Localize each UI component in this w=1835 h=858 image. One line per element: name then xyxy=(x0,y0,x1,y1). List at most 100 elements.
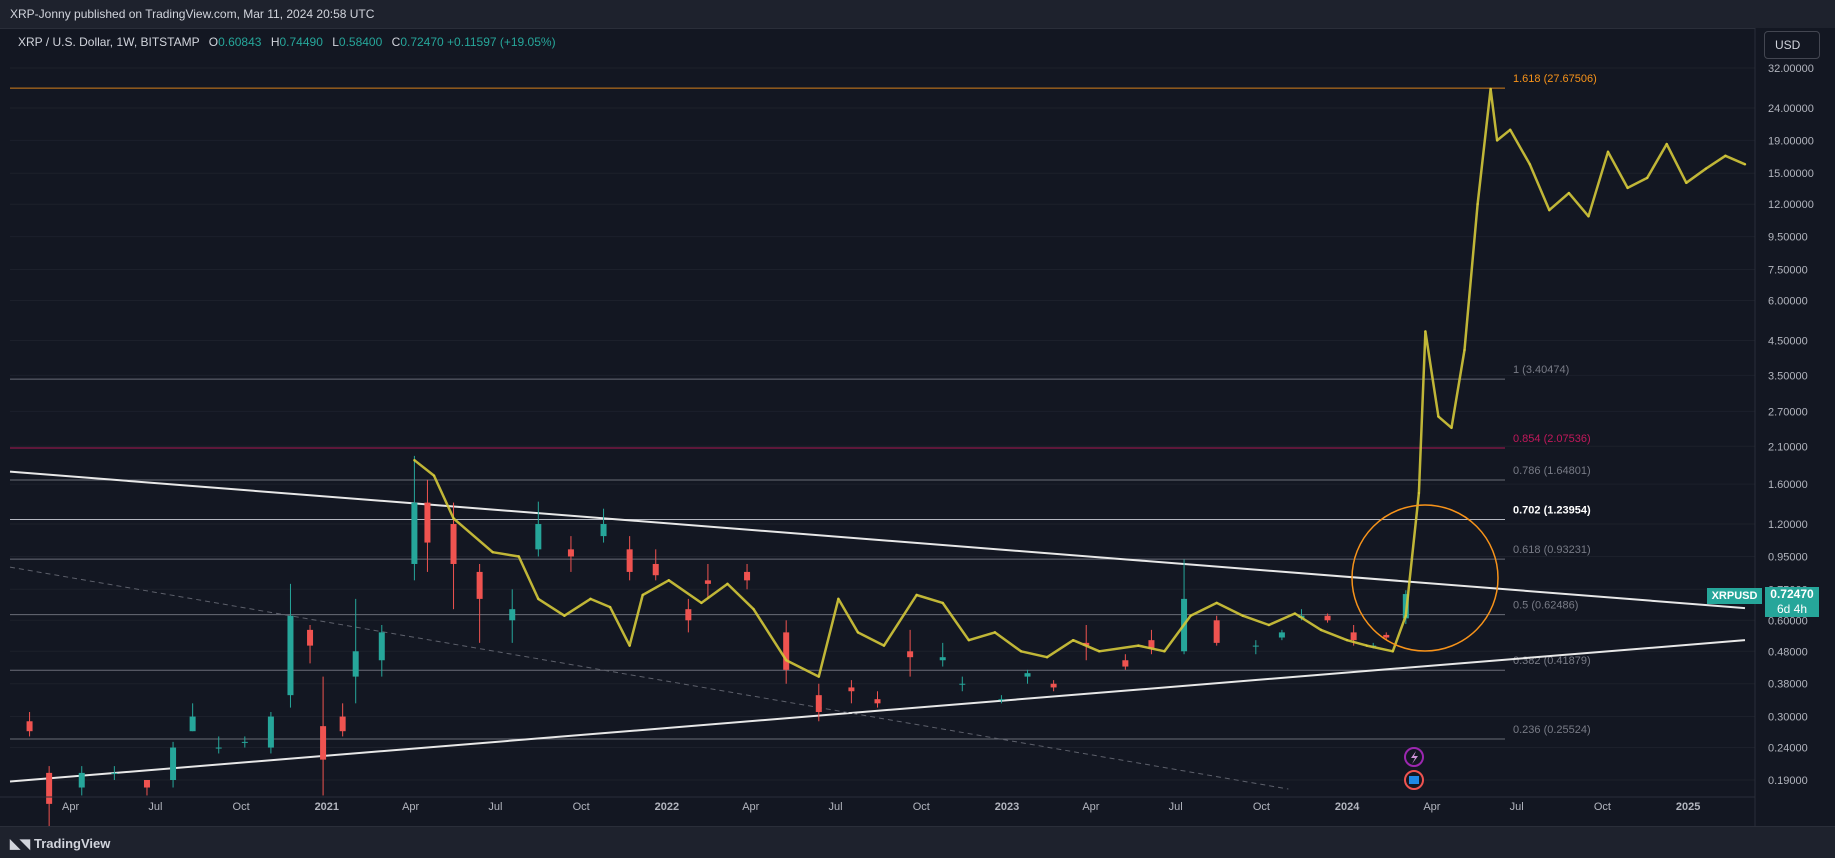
price-tick-label: 15.00000 xyxy=(1768,168,1814,180)
price-axis[interactable]: 32.00000 24.00000 19.00000 15.00000 12.00000… xyxy=(1754,28,1835,826)
last-price-symbol: XRPUSD xyxy=(1707,588,1762,604)
projection-point xyxy=(837,597,840,601)
time-tick-label: Oct xyxy=(1253,801,1270,813)
projection-point xyxy=(752,607,755,611)
price-tick-label: 2.70000 xyxy=(1768,406,1808,418)
close-label: C xyxy=(391,35,401,49)
candle-body xyxy=(1252,645,1259,647)
currency-button[interactable]: USD xyxy=(1764,31,1820,59)
candle-body xyxy=(1024,673,1031,677)
candle-body xyxy=(78,772,85,788)
projection-point xyxy=(452,517,455,520)
projection-point xyxy=(1587,215,1590,218)
time-tick-label: 2022 xyxy=(655,801,679,813)
projection-point xyxy=(1019,650,1023,653)
bar-countdown: 6d 4h xyxy=(1776,602,1808,616)
candle-body xyxy=(652,563,659,576)
projection-point xyxy=(1548,208,1551,212)
candles xyxy=(26,455,1409,856)
fib-levels: 1.618 (27.67506) 1 (3.40474) 0.854 (2.0753… xyxy=(10,73,1597,740)
price-tick-label: 32.00000 xyxy=(1768,63,1814,75)
time-axis[interactable]: Apr Jul Oct 2021 Apr Jul Oct 2022 Apr Jul Oct 2023 A… xyxy=(0,796,1755,813)
flag-glyph xyxy=(1409,776,1419,784)
candle-body xyxy=(1383,634,1390,638)
candle-body xyxy=(189,716,196,732)
time-tick-label: Jul xyxy=(1510,801,1524,813)
candle-body xyxy=(143,780,150,788)
trendline-lower xyxy=(9,639,1746,783)
candle-body xyxy=(111,772,118,774)
candle-body xyxy=(170,747,177,780)
candle-body xyxy=(704,580,711,584)
fib-label: 0.236 (0.25524) xyxy=(1513,724,1591,736)
projection-point xyxy=(563,614,566,617)
projection-point xyxy=(817,675,820,678)
projection-point xyxy=(1404,614,1408,617)
projection-point xyxy=(641,593,644,597)
projection-point xyxy=(517,555,520,558)
time-tick-label: Jul xyxy=(148,801,162,813)
candle-body xyxy=(626,549,633,572)
price-tick-label: 7.50000 xyxy=(1768,265,1808,277)
candle-body xyxy=(339,716,346,732)
projection-point xyxy=(1189,614,1192,617)
projection-line xyxy=(413,87,1746,678)
projection-point xyxy=(628,644,631,647)
projection-point xyxy=(1665,142,1668,146)
price-tick-label: 9.50000 xyxy=(1768,232,1808,244)
symbol-legend: XRP / U.S. Dollar, 1W, BITSTAMP O0.60843… xyxy=(18,35,556,49)
time-tick-label: Apr xyxy=(1423,801,1440,813)
candle-body xyxy=(509,609,516,621)
projection-point xyxy=(915,593,918,597)
projection-point xyxy=(1437,415,1440,418)
projection-point xyxy=(1606,150,1610,154)
tradingview-logo[interactable]: ◣◥ TradingView xyxy=(10,836,110,852)
projection-point xyxy=(1567,191,1571,195)
candle-body xyxy=(1213,620,1220,643)
fib-label: 1 (3.40474) xyxy=(1513,364,1569,376)
candle-body xyxy=(1083,642,1090,646)
candle-body xyxy=(241,741,248,743)
time-tick-label: 2024 xyxy=(1335,801,1360,813)
time-tick-label: Jul xyxy=(488,801,502,813)
candle-body xyxy=(411,502,418,564)
fib-label: 0.854 (2.07536) xyxy=(1513,433,1591,445)
price-tick-label: 6.00000 xyxy=(1768,295,1808,307)
projection-point xyxy=(1508,128,1512,132)
projection-point xyxy=(1528,163,1531,166)
symbol-title: XRP / U.S. Dollar, 1W, BITSTAMP xyxy=(18,35,200,49)
projection-point xyxy=(1365,644,1368,647)
trendline-dashed xyxy=(9,566,1289,790)
projection-point xyxy=(1417,491,1421,495)
trendlines[interactable] xyxy=(9,470,1746,790)
projection-point xyxy=(1319,628,1323,632)
low-value: 0.58400 xyxy=(338,35,383,49)
projection-point xyxy=(413,459,416,462)
projection-point xyxy=(1215,601,1218,605)
candle-body xyxy=(600,524,607,537)
time-tick-label: Jul xyxy=(1169,801,1183,813)
projection-point xyxy=(1645,176,1649,180)
projection-point xyxy=(1626,186,1629,190)
time-tick-label: 2025 xyxy=(1676,801,1700,813)
price-tick-label: 1.60000 xyxy=(1768,479,1808,491)
projection-point xyxy=(1424,330,1427,333)
candle-body xyxy=(1050,683,1057,688)
candle-body xyxy=(476,571,483,599)
candle-body xyxy=(907,651,914,658)
projection-point xyxy=(1241,614,1244,617)
projection-point xyxy=(1098,650,1101,653)
candle-body xyxy=(215,747,222,749)
bottom-bar: ◣◥ TradingView xyxy=(0,826,1835,858)
candle-body xyxy=(424,502,431,543)
projection-point xyxy=(700,601,703,605)
projection-point xyxy=(432,474,436,477)
event-markers[interactable] xyxy=(1404,747,1424,790)
candle-body xyxy=(535,524,542,550)
projection-point xyxy=(856,631,860,634)
projection-point xyxy=(1463,348,1466,352)
lightning-glyph xyxy=(1411,751,1418,764)
projection-point xyxy=(1137,644,1140,647)
breakout-circle xyxy=(1351,504,1499,652)
